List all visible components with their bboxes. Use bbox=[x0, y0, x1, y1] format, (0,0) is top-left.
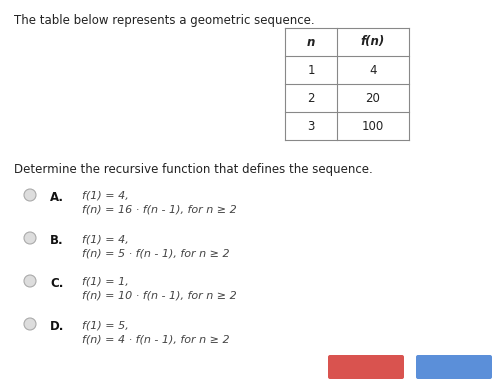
Text: 4: 4 bbox=[369, 64, 377, 77]
Text: 3: 3 bbox=[308, 119, 314, 133]
FancyBboxPatch shape bbox=[328, 355, 404, 379]
Text: B.: B. bbox=[50, 234, 64, 247]
Circle shape bbox=[24, 318, 36, 330]
Text: f(1) = 1,: f(1) = 1, bbox=[82, 277, 129, 287]
Text: n: n bbox=[307, 36, 315, 49]
Text: f(n) = 4 · f(n - 1), for n ≥ 2: f(n) = 4 · f(n - 1), for n ≥ 2 bbox=[82, 334, 230, 344]
Text: f(1) = 5,: f(1) = 5, bbox=[82, 320, 129, 330]
Circle shape bbox=[24, 275, 36, 287]
Circle shape bbox=[24, 232, 36, 244]
Text: 2: 2 bbox=[307, 92, 315, 105]
Text: Determine the recursive function that defines the sequence.: Determine the recursive function that de… bbox=[14, 163, 373, 176]
Text: The table below represents a geometric sequence.: The table below represents a geometric s… bbox=[14, 14, 314, 27]
Text: f(1) = 4,: f(1) = 4, bbox=[82, 191, 129, 201]
Text: C.: C. bbox=[50, 277, 64, 290]
FancyBboxPatch shape bbox=[416, 355, 492, 379]
Text: f(1) = 4,: f(1) = 4, bbox=[82, 234, 129, 244]
Text: A.: A. bbox=[50, 191, 64, 204]
Text: 100: 100 bbox=[362, 119, 384, 133]
Text: f(n) = 5 · f(n - 1), for n ≥ 2: f(n) = 5 · f(n - 1), for n ≥ 2 bbox=[82, 248, 230, 258]
Text: f(n): f(n) bbox=[361, 36, 385, 49]
Text: 20: 20 bbox=[366, 92, 380, 105]
Circle shape bbox=[24, 189, 36, 201]
Text: 1: 1 bbox=[307, 64, 315, 77]
Text: f(n) = 16 · f(n - 1), for n ≥ 2: f(n) = 16 · f(n - 1), for n ≥ 2 bbox=[82, 205, 237, 215]
Text: D.: D. bbox=[50, 320, 64, 333]
Text: f(n) = 10 · f(n - 1), for n ≥ 2: f(n) = 10 · f(n - 1), for n ≥ 2 bbox=[82, 291, 237, 301]
